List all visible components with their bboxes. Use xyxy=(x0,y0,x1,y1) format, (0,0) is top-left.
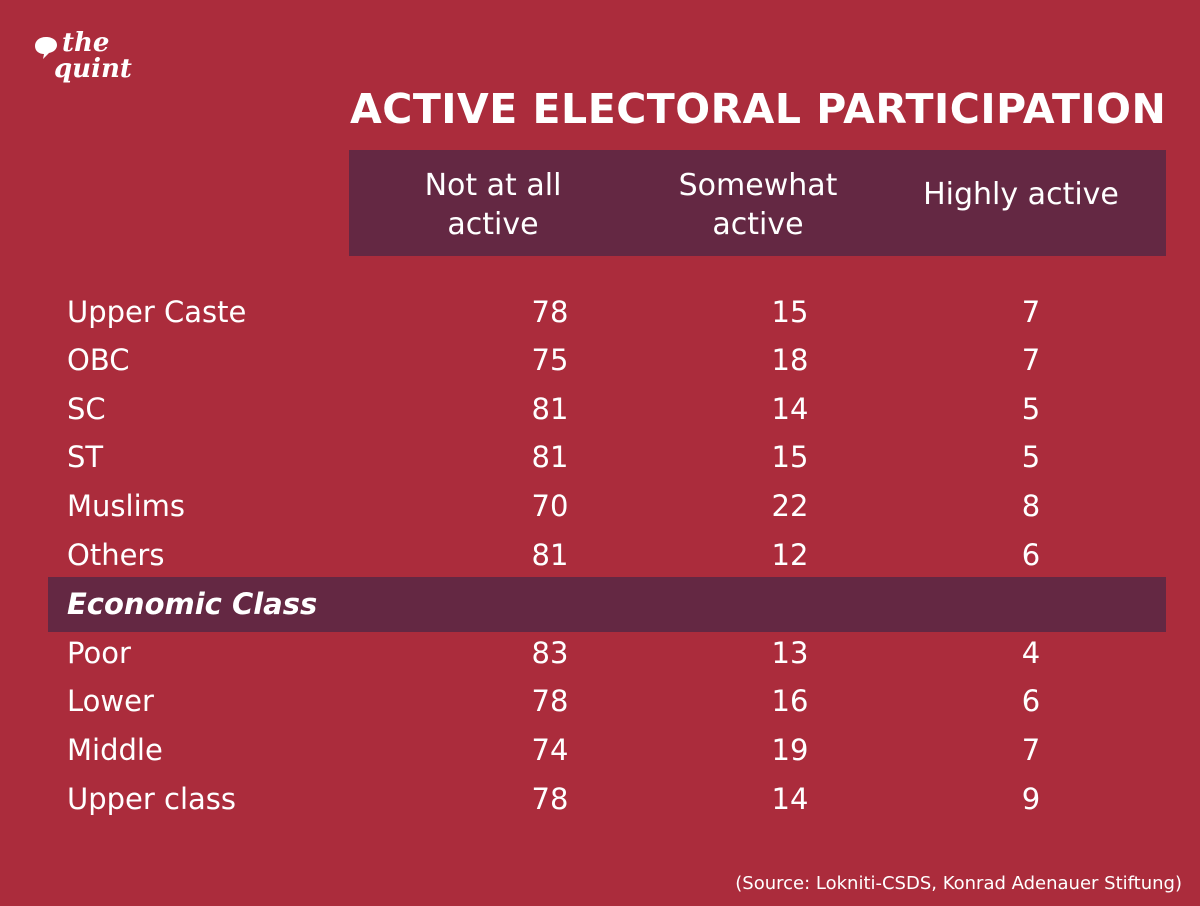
logo-text-quint: quint xyxy=(54,54,132,84)
row-label: Muslims xyxy=(67,489,185,523)
table-cell-value: 4 xyxy=(1021,636,1041,670)
column-header-not-at-all-active: Not at all active xyxy=(373,166,613,244)
column-header-line: Somewhat xyxy=(678,168,838,203)
column-header-band xyxy=(349,150,1166,256)
table-cell-value: 8 xyxy=(1021,489,1041,523)
table-cell-value: 7 xyxy=(1021,295,1041,329)
section-band-economic-class xyxy=(48,577,1166,632)
speech-bubble-icon xyxy=(35,37,57,59)
table-cell-value: 70 xyxy=(531,489,569,523)
column-header-somewhat-active: Somewhat active xyxy=(638,166,878,244)
table-cell-value: 12 xyxy=(771,538,809,572)
table-cell-value: 15 xyxy=(771,440,809,474)
row-label: Upper class xyxy=(67,782,237,816)
column-header-line: Not at all xyxy=(424,168,562,203)
row-label: Poor xyxy=(67,636,131,670)
table-cell-value: 5 xyxy=(1021,440,1041,474)
row-label: OBC xyxy=(67,343,130,377)
row-label: Lower xyxy=(67,684,154,718)
table-cell-value: 78 xyxy=(531,295,569,329)
table-cell-value: 16 xyxy=(771,684,809,718)
table-cell-value: 9 xyxy=(1021,782,1041,816)
table-cell-value: 15 xyxy=(771,295,809,329)
row-label: Middle xyxy=(67,733,163,767)
table-cell-value: 14 xyxy=(771,392,809,426)
table-cell-value: 19 xyxy=(771,733,809,767)
table-cell-value: 7 xyxy=(1021,343,1041,377)
table-cell-value: 83 xyxy=(531,636,569,670)
column-header-line: active xyxy=(447,207,539,242)
row-label: Upper Caste xyxy=(67,295,247,329)
table-cell-value: 78 xyxy=(531,782,569,816)
table-cell-value: 13 xyxy=(771,636,809,670)
column-header-line: active xyxy=(712,207,804,242)
table-cell-value: 6 xyxy=(1021,538,1041,572)
chart-title: ACTIVE ELECTORAL PARTICIPATION xyxy=(350,85,1167,133)
table-cell-value: 81 xyxy=(531,440,569,474)
table-cell-value: 81 xyxy=(531,392,569,426)
table-cell-value: 7 xyxy=(1021,733,1041,767)
table-cell-value: 6 xyxy=(1021,684,1041,718)
table-cell-value: 22 xyxy=(771,489,809,523)
column-header-highly-active: Highly active xyxy=(901,175,1141,214)
table-cell-value: 81 xyxy=(531,538,569,572)
source-note: (Source: Lokniti-CSDS, Konrad Adenauer S… xyxy=(735,873,1182,894)
table-cell-value: 18 xyxy=(771,343,809,377)
table-cell-value: 74 xyxy=(531,733,569,767)
logo-text-the: the xyxy=(62,28,110,58)
section-label-economic-class: Economic Class xyxy=(67,587,318,621)
table-cell-value: 5 xyxy=(1021,392,1041,426)
table-cell-value: 78 xyxy=(531,684,569,718)
row-label: SC xyxy=(67,392,106,426)
table-cell-value: 75 xyxy=(531,343,569,377)
column-header-line: Highly active xyxy=(923,177,1119,212)
table-cell-value: 14 xyxy=(771,782,809,816)
quint-logo: the quint xyxy=(34,30,144,100)
row-label: Others xyxy=(67,538,165,572)
row-label: ST xyxy=(67,440,104,474)
